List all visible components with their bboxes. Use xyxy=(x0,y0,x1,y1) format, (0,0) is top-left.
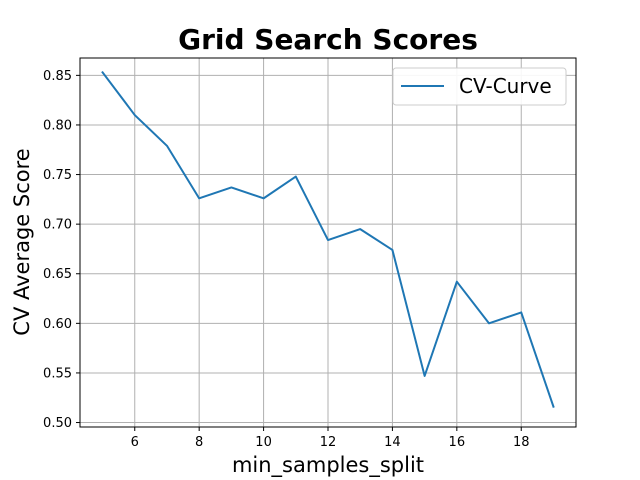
legend-label-cv-curve: CV-Curve xyxy=(459,74,552,98)
legend: CV-Curve xyxy=(392,67,567,106)
y-axis-label: CV Average Score xyxy=(10,148,34,335)
chart-title: Grid Search Scores xyxy=(178,23,478,56)
y-tick-label: 0.85 xyxy=(43,69,72,84)
axis-ticks: 6 8 10 12 14 16 18 0.50 0.55 0.60 0.65 0.70 0.75 0.80… xyxy=(43,69,529,450)
x-tick-label: 10 xyxy=(255,435,272,450)
y-tick-label: 0.65 xyxy=(43,267,72,282)
data-series xyxy=(101,70,555,408)
x-tick-label: 6 xyxy=(131,435,139,450)
x-axis-label: min_samples_split xyxy=(232,453,424,478)
y-tick-label: 0.55 xyxy=(43,366,72,381)
x-tick-label: 18 xyxy=(513,435,530,450)
y-tick-label: 0.75 xyxy=(43,168,72,183)
y-tick-label: 0.60 xyxy=(43,317,72,332)
grid-lines xyxy=(80,58,576,427)
x-tick-label: 16 xyxy=(449,435,466,450)
y-tick-label: 0.50 xyxy=(43,416,72,431)
legend-box xyxy=(392,67,567,106)
x-tick-label: 12 xyxy=(320,435,337,450)
x-tick-label: 8 xyxy=(195,435,203,450)
y-tick-label: 0.80 xyxy=(43,118,72,133)
x-tick-label: 14 xyxy=(384,435,401,450)
y-tick-label: 0.70 xyxy=(43,218,72,233)
